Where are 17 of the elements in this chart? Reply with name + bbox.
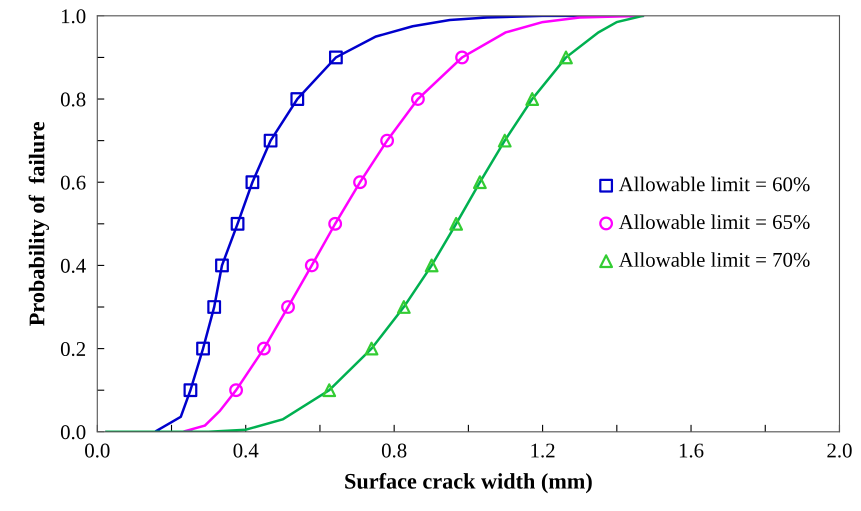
legend-label: Allowable limit = 65% (618, 214, 810, 230)
x-tick-label: 0.4 (234, 444, 258, 458)
x-tick-label: 0.8 (382, 444, 406, 458)
y-tick-label: 0.6 (60, 176, 86, 190)
y-tick-label: 0.2 (60, 342, 86, 356)
x-tick-label: 2.0 (827, 444, 852, 458)
x-tick-label: 1.6 (680, 444, 704, 458)
x-tick-label: 1.2 (531, 444, 554, 458)
y-tick-label: 0.8 (60, 92, 86, 107)
x-axis-title: Surface crack width (mm) (345, 472, 592, 494)
x-tick-label: 0.0 (85, 444, 110, 458)
legend-label: Allowable limit = 70% (618, 252, 810, 267)
y-tick-label: 0.4 (60, 258, 86, 273)
y-tick-label: 0.0 (60, 425, 86, 440)
y-axis-title: Probability of failure (28, 122, 50, 326)
y-tick-label: 1.0 (62, 9, 86, 24)
legend-label: Allowable limit = 60% (618, 176, 810, 192)
